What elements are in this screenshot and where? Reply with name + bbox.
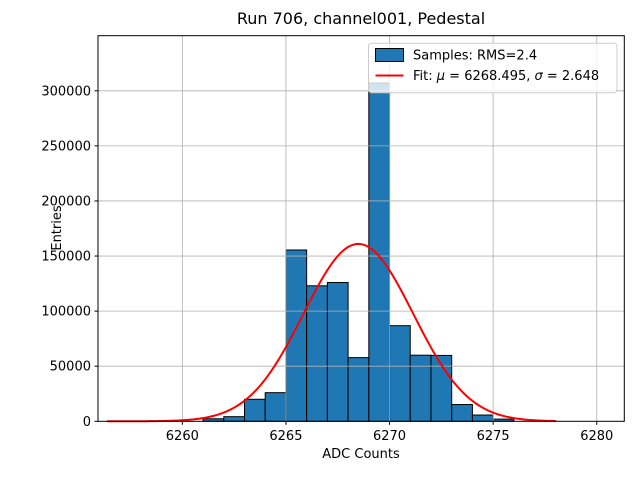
histogram-bar bbox=[326, 281, 349, 422]
gridlines-layer bbox=[98, 35, 625, 422]
histogram-bar bbox=[223, 416, 245, 422]
legend-fit-prefix: Fit: bbox=[413, 69, 437, 84]
y-tick-label: 250000 bbox=[41, 139, 91, 154]
y-axis-label: Entries bbox=[50, 205, 65, 251]
legend-box bbox=[368, 42, 618, 94]
x-ticks-layer: 6260 6265 6270 6275 6280 bbox=[166, 421, 613, 444]
legend-fit-suffix: = 2.648 bbox=[543, 69, 599, 84]
y-ticks-layer: 0 50000 100000 150000 200000 250000 300000 bbox=[41, 84, 98, 430]
histogram-bar bbox=[471, 414, 494, 422]
histogram-bar bbox=[409, 354, 432, 422]
fit-curve-layer bbox=[106, 242, 557, 423]
x-tick-label: 6265 bbox=[269, 429, 302, 444]
fit-curve bbox=[106, 242, 557, 423]
x-tick-label: 6270 bbox=[373, 429, 406, 444]
legend-samples-swatch bbox=[375, 48, 404, 62]
histogram-bar bbox=[347, 357, 370, 422]
histogram-bar bbox=[264, 392, 287, 422]
mu-symbol: μ bbox=[436, 69, 445, 84]
legend-samples-label: Samples: RMS=2.4 bbox=[413, 49, 537, 64]
histogram-bar bbox=[389, 325, 411, 422]
y-tick-label: 0 bbox=[83, 415, 91, 430]
x-axis-label: ADC Counts bbox=[322, 447, 400, 462]
histogram-bar bbox=[285, 249, 308, 422]
chart-title: Run 706, channel001, Pedestal bbox=[237, 9, 485, 28]
y-tick-label: 200000 bbox=[41, 194, 91, 209]
histogram-bars-layer bbox=[202, 82, 515, 422]
plot-border bbox=[97, 35, 625, 422]
legend: Samples: RMS=2.4 Fit: μ = 6268.495, σ = … bbox=[368, 42, 618, 94]
sigma-symbol: σ bbox=[535, 69, 544, 84]
y-tick-label: 300000 bbox=[41, 84, 91, 99]
legend-fit-mid: = 6268.495, bbox=[445, 69, 534, 84]
histogram-bar bbox=[306, 285, 328, 422]
y-tick-label: 100000 bbox=[41, 305, 91, 320]
x-tick-label: 6275 bbox=[477, 429, 510, 444]
x-tick-label: 6280 bbox=[580, 429, 613, 444]
x-tick-label: 6260 bbox=[166, 429, 199, 444]
histogram-bar bbox=[243, 398, 266, 422]
legend-fit-label: Fit: μ = 6268.495, σ = 2.648 bbox=[413, 69, 599, 84]
y-tick-label: 50000 bbox=[50, 360, 91, 375]
y-tick-label: 150000 bbox=[41, 250, 91, 265]
histogram-bar bbox=[368, 82, 391, 422]
histogram-bar bbox=[451, 404, 473, 422]
